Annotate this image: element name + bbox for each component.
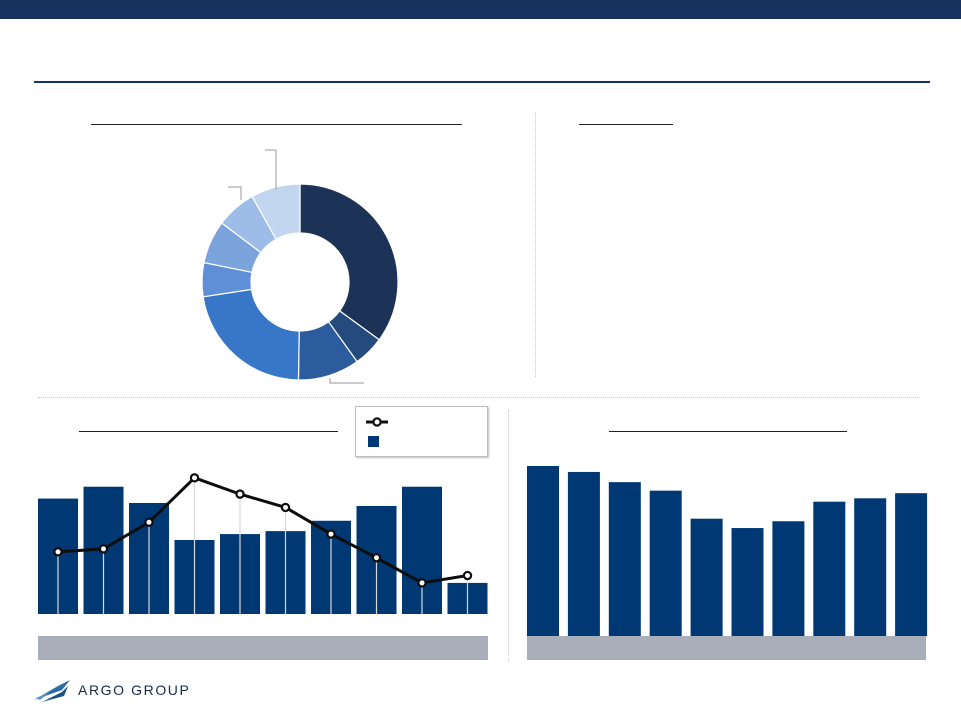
donut-slice (251, 183, 301, 241)
line-point (280, 502, 291, 513)
section-divider (38, 397, 920, 398)
legend-bar-swatch (368, 436, 379, 447)
bar (731, 528, 764, 636)
series-line (57, 476, 468, 585)
combo-label-band (38, 636, 488, 660)
leader-line (329, 378, 364, 384)
line-point (144, 517, 154, 527)
leader-line (228, 186, 242, 200)
bar (527, 466, 559, 636)
combo-heading-rule (79, 431, 338, 432)
bar (567, 471, 600, 636)
line-point (235, 489, 245, 499)
line-point (371, 553, 382, 563)
donut-slice (299, 183, 399, 341)
bar (854, 498, 887, 636)
logo-wordmark: ARGO GROUP (78, 682, 191, 698)
line-point (462, 570, 473, 581)
bar (813, 501, 846, 636)
donut-heading-rule (91, 124, 462, 125)
line-point (53, 547, 63, 557)
argo-logo-icon (34, 680, 70, 702)
bar-heading-rule (609, 431, 847, 432)
panel-divider-bottom (508, 410, 509, 662)
bar (895, 493, 928, 636)
chart-legend (355, 406, 488, 457)
argo-group-logo: ARGO GROUP (32, 678, 192, 704)
donut-slice (202, 288, 300, 381)
panel-divider-top (535, 112, 536, 377)
top-banner (0, 0, 961, 19)
bar-label-band (527, 636, 926, 660)
line-point (189, 473, 200, 483)
bar (649, 490, 682, 636)
legend-line-point (372, 417, 382, 427)
bar (690, 518, 723, 636)
bar (608, 482, 641, 636)
leader-line (265, 149, 277, 190)
line-point (417, 578, 427, 588)
right-heading-rule (579, 124, 673, 125)
line-point (326, 529, 336, 539)
title-underline (34, 81, 930, 83)
line-point (98, 544, 109, 554)
bar (772, 521, 805, 636)
